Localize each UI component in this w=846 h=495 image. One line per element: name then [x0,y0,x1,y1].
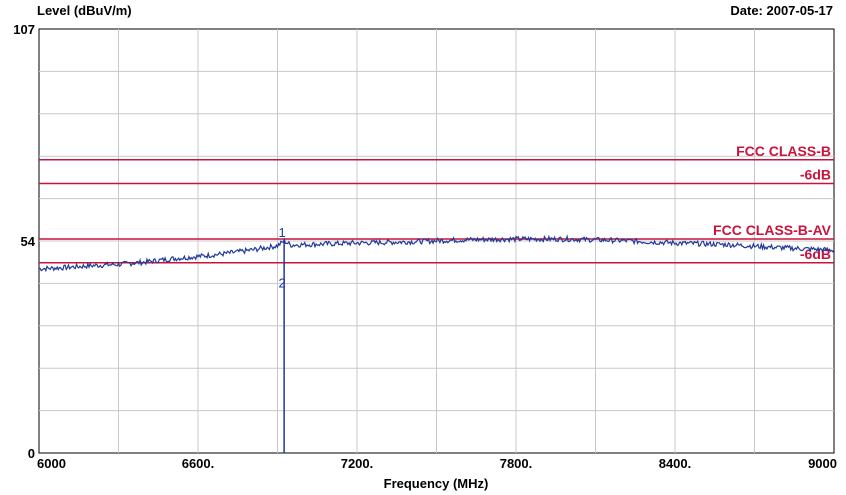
marker-label: 1 [279,225,286,240]
x-tick-label: 9000 [808,456,837,471]
y-axis-title: Level (dBuV/m) [37,3,132,18]
date-label: Date: 2007-05-17 [730,3,833,18]
y-tick-label: 54 [21,234,36,249]
x-tick-label: 6000 [37,456,66,471]
limit-label: FCC CLASS-B-AV [713,222,832,238]
gridlines [39,29,834,453]
limit-label: -6dB [800,167,831,183]
x-tick-label: 8400. [659,456,692,471]
trace-line [38,234,835,273]
y-tick-label: 107 [13,22,35,37]
limit-label: FCC CLASS-B [736,143,831,159]
marker-label: 2 [279,276,286,291]
x-axis-title: Frequency (MHz) [384,476,489,491]
axis-ticks: 6000 6600. 7200. 7800. 8400. 9000 107 54 0 [13,22,837,471]
markers: 12 [279,225,286,453]
x-tick-label: 7800. [500,456,533,471]
y-tick-label: 0 [28,446,35,461]
x-tick-label: 6600. [182,456,215,471]
x-tick-label: 7200. [341,456,374,471]
